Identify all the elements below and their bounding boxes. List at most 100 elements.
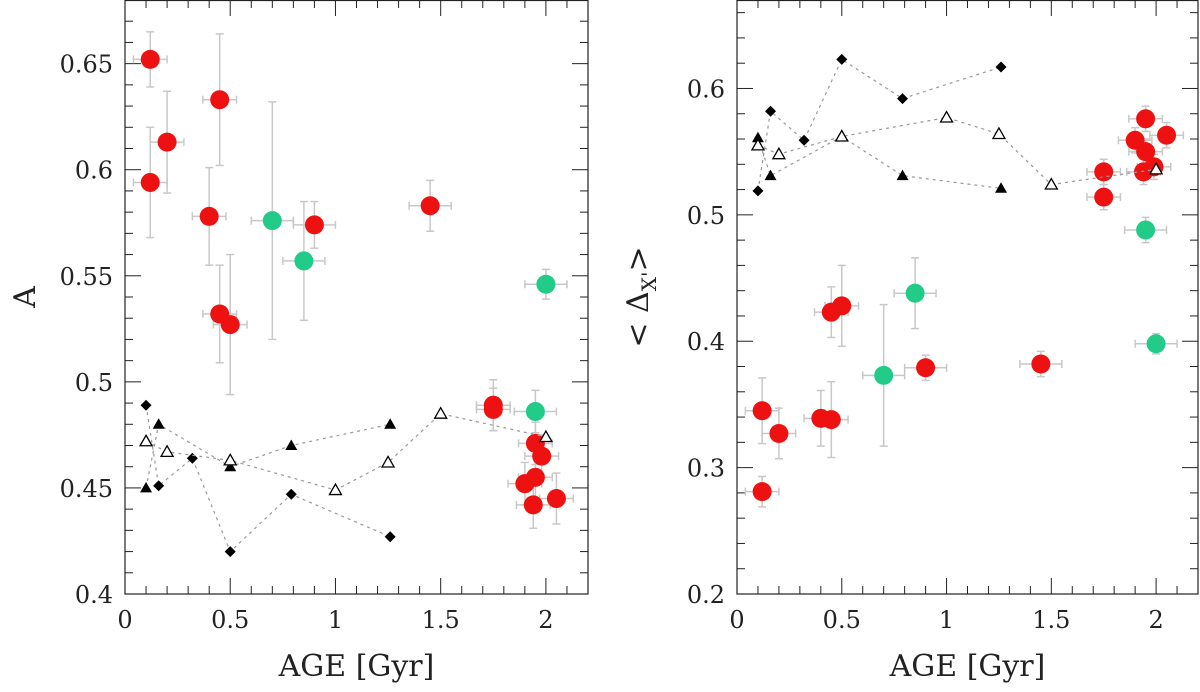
data-point — [1136, 109, 1156, 129]
left-panel-A: 0 0.5 1 1.5 2 0.4 0.45 0.5 0.55 0.6 0.65 AGE [Gyr] A — [8, 0, 589, 684]
data-point — [874, 365, 894, 385]
model-point-triangle-filled — [995, 182, 1008, 193]
data-point — [262, 211, 282, 231]
data-point — [916, 358, 936, 378]
model-point-triangle-open — [223, 453, 238, 466]
model-track-line — [145, 405, 391, 553]
x-tick-label: 2 — [1148, 606, 1163, 634]
data-point — [769, 423, 789, 443]
model-point-diamond — [285, 488, 297, 500]
model-point-diamond — [752, 185, 764, 197]
model-track-line — [145, 423, 391, 489]
data-point — [1094, 187, 1114, 207]
data-point — [1136, 142, 1156, 162]
data-point — [294, 251, 314, 271]
y-tick-label: 0.2 — [687, 581, 725, 609]
data-point — [483, 399, 503, 419]
model-point-triangle-filled — [384, 418, 397, 429]
series-3 — [751, 130, 1008, 193]
plot-frame — [736, 0, 1199, 595]
data-point — [210, 90, 230, 110]
data-point — [821, 410, 841, 430]
series-0 — [132, 31, 575, 529]
y-tick-label: 0.6 — [687, 75, 725, 103]
x-tick-label: 1.5 — [422, 606, 460, 634]
series-4 — [750, 110, 1164, 190]
model-point-triangle-open — [538, 429, 554, 443]
data-point — [304, 215, 324, 235]
right-panel-delta: 0 0.5 1 1.5 2 0.2 0.3 0.4 0.5 0.6 AGE [Gyr] < ΔX'> — [621, 0, 1199, 684]
series-1 — [861, 216, 1178, 447]
data-point — [536, 274, 556, 294]
model-point-triangle-open — [939, 110, 954, 123]
y-tick-label: 0.6 — [75, 157, 113, 185]
data-point — [1136, 220, 1156, 240]
data-point — [1094, 162, 1114, 182]
data-point — [199, 206, 219, 226]
data-point — [140, 172, 160, 192]
model-point-diamond — [995, 61, 1007, 73]
model-point-diamond — [153, 480, 165, 492]
series-2 — [140, 399, 396, 558]
model-point-triangle-filled — [140, 481, 153, 493]
model-point-triangle-filled — [751, 131, 764, 143]
model-point-triangle-open — [1148, 162, 1164, 175]
y-tick-label: 0.5 — [75, 369, 113, 397]
x-axis-title: AGE [Gyr] — [278, 649, 435, 684]
data-point — [420, 196, 440, 216]
model-point-triangle-open — [991, 126, 1007, 140]
x-axis-title: AGE [Gyr] — [889, 649, 1046, 684]
model-point-triangle-open — [138, 433, 154, 447]
model-point-triangle-filled — [285, 439, 298, 450]
data-point — [905, 283, 925, 303]
y-tick-label: 0.4 — [687, 328, 725, 356]
data-point — [157, 132, 177, 152]
series-2 — [752, 53, 1007, 197]
y-tick-label: 0.3 — [687, 455, 725, 483]
model-point-triangle-open — [750, 138, 766, 151]
data-point — [1157, 125, 1177, 145]
model-point-triangle-open — [433, 406, 448, 419]
y-axis-title: < ΔX'> — [621, 246, 661, 347]
data-point — [523, 495, 543, 515]
y-tick-label: 0.5 — [687, 202, 725, 230]
data-point — [525, 402, 545, 422]
data-point — [532, 446, 552, 466]
model-point-triangle-filled — [224, 460, 237, 472]
model-point-triangle-filled — [152, 418, 165, 429]
data-point — [515, 474, 535, 494]
data-point — [546, 489, 566, 509]
model-point-diamond — [897, 93, 909, 105]
series-3 — [140, 418, 397, 493]
y-axis-title: A — [8, 286, 43, 309]
model-point-triangle-open — [771, 146, 787, 160]
x-tick-label: 0.5 — [211, 606, 249, 634]
x-tick-label: 0 — [729, 606, 744, 634]
model-track-line — [757, 135, 1002, 189]
model-point-diamond — [765, 105, 777, 117]
data-point — [1031, 354, 1051, 374]
model-point-diamond — [836, 53, 848, 65]
x-tick-label: 0 — [117, 606, 132, 634]
x-tick-label: 1 — [939, 606, 954, 634]
data-point — [752, 482, 772, 502]
data-point — [220, 315, 240, 335]
x-tick-label: 1 — [328, 606, 343, 634]
model-point-triangle-open — [834, 129, 849, 142]
x-tick-label: 2 — [538, 606, 553, 634]
data-point — [832, 296, 852, 316]
model-point-triangle-open — [159, 444, 175, 458]
model-point-triangle-open — [1044, 177, 1059, 190]
model-point-diamond — [798, 134, 810, 146]
series-1 — [250, 101, 568, 434]
y-tick-label: 0.55 — [60, 263, 113, 291]
model-point-triangle-filled — [764, 169, 777, 181]
model-track-line — [757, 58, 1002, 191]
model-point-triangle-open — [328, 482, 343, 496]
x-tick-label: 0.5 — [823, 606, 861, 634]
y-tick-label: 0.45 — [60, 475, 113, 503]
model-point-diamond — [384, 531, 396, 543]
data-point — [752, 401, 772, 421]
data-point — [1146, 334, 1166, 354]
